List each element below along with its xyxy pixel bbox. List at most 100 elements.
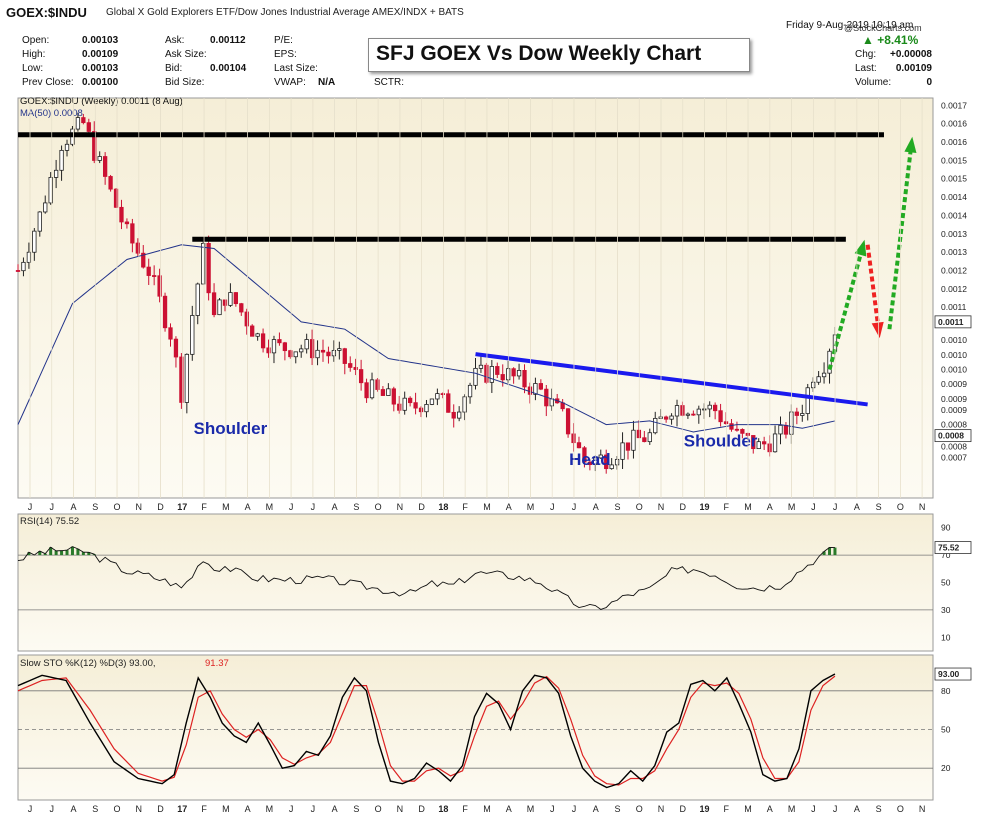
top-x-tick: S	[876, 502, 882, 512]
bottom-x-tick: J	[28, 804, 33, 814]
candle-body	[478, 364, 484, 369]
overlay-title-box: SFJ GOEX Vs Dow Weekly Chart	[368, 38, 750, 72]
sto-last-label: 93.00	[938, 669, 960, 679]
quote-mid-value: 0.00104	[210, 63, 247, 74]
candle-body	[124, 221, 130, 225]
candle-body	[582, 447, 587, 463]
sto-k-line	[17, 673, 836, 789]
quote-left-value: 0.00103	[82, 63, 119, 74]
price-last-label: 0.0011	[938, 317, 964, 327]
quote-left-label: High:	[22, 49, 46, 60]
top-x-tick: J	[28, 502, 33, 512]
candle-body	[756, 441, 761, 450]
top-x-tick: M	[483, 502, 491, 512]
price-y-tick: 0.0010	[941, 350, 967, 360]
candle-body	[255, 333, 260, 337]
candle-body	[260, 333, 266, 349]
candle-body	[718, 410, 723, 423]
candle-body	[636, 429, 642, 439]
bottom-x-tick: M	[744, 804, 752, 814]
candle-body	[429, 398, 435, 405]
price-y-tick: 0.0016	[941, 137, 967, 147]
bottom-x-tick: O	[897, 804, 904, 814]
candle-body	[64, 143, 70, 151]
candle-body	[162, 295, 168, 329]
candle-body	[800, 413, 805, 416]
price-y-tick: 0.0017	[941, 100, 967, 110]
candle-body	[59, 149, 64, 171]
candle-body	[783, 424, 789, 435]
candle-body	[299, 348, 304, 353]
candle-body	[631, 429, 636, 451]
price-y-tick: 0.0014	[941, 192, 967, 202]
candle-body	[696, 408, 701, 416]
price-last-label-box	[934, 315, 972, 329]
top-x-tick: S	[353, 502, 359, 512]
quote-mid3-label: SCTR:	[374, 77, 404, 88]
candle-body	[500, 374, 505, 381]
candle-body	[751, 435, 756, 450]
candle-body	[21, 261, 26, 272]
date-label: Friday 9-Aug-2019 10:19 am	[786, 20, 914, 31]
candle-body	[157, 275, 162, 297]
candle-body	[565, 408, 571, 435]
top-x-tick: J	[572, 502, 577, 512]
bottom-x-tick: A	[593, 804, 599, 814]
candle-body	[827, 350, 832, 374]
copyright-label: @StockCharts.com	[844, 23, 922, 33]
candle-body	[647, 432, 652, 443]
sto-y-tick: 80	[941, 686, 951, 696]
top-x-tick: A	[767, 502, 773, 512]
candle-body	[614, 458, 620, 466]
quote-left-label: Prev Close:	[22, 77, 74, 88]
candle-body	[473, 367, 478, 386]
ma-last-label: 0.0008	[938, 431, 964, 441]
candle-body	[113, 188, 119, 208]
candle-body	[43, 202, 48, 213]
price-y-tick: 0.0008	[941, 420, 967, 430]
bottom-x-tick: F	[724, 804, 730, 814]
candle-body	[53, 169, 59, 178]
candle-body	[778, 424, 783, 435]
candle-body	[250, 325, 255, 337]
candle-body	[86, 122, 91, 132]
bottom-x-tick: A	[71, 804, 77, 814]
candle-body	[713, 404, 718, 412]
candle-body	[620, 442, 625, 460]
up-triangle-icon: ▲	[862, 33, 878, 47]
quote-mid-label: Ask:	[165, 35, 185, 46]
bottom-x-tick: J	[833, 804, 838, 814]
ma50-line	[17, 244, 836, 433]
bottom-x-tick: 17	[177, 804, 187, 814]
price-y-tick: 0.0009	[941, 394, 967, 404]
rsi-y-tick: 10	[941, 632, 951, 642]
candle-body	[642, 437, 647, 443]
top-x-tick: A	[332, 502, 338, 512]
candle-body	[342, 348, 347, 364]
top-x-tick: F	[201, 502, 207, 512]
candle-body	[451, 411, 456, 419]
candle-body	[511, 368, 516, 377]
top-x-tick: J	[289, 502, 294, 512]
candle-body	[680, 405, 685, 416]
bottom-x-tick: N	[919, 804, 926, 814]
neckline	[475, 352, 868, 407]
price-y-tick: 0.0012	[941, 284, 967, 294]
top-x-tick: D	[157, 502, 164, 512]
candle-body	[413, 402, 418, 409]
top-x-tick: S	[614, 502, 620, 512]
candle-body	[32, 230, 37, 253]
candle-body	[625, 442, 631, 451]
candle-body	[141, 252, 146, 268]
candle-body	[674, 405, 680, 417]
candle-body	[337, 348, 342, 351]
rsi-legend: RSI(14) 75.52	[20, 516, 79, 527]
top-x-tick: A	[71, 502, 77, 512]
price-y-tick: 0.0007	[941, 453, 967, 463]
symbol-label: GOEX:$INDU	[6, 5, 87, 20]
candle-body	[48, 177, 53, 204]
candle-body	[331, 349, 337, 357]
candle-body	[304, 339, 309, 350]
candle-body	[386, 388, 391, 396]
quote-mid2-label: Last Size:	[274, 63, 318, 74]
